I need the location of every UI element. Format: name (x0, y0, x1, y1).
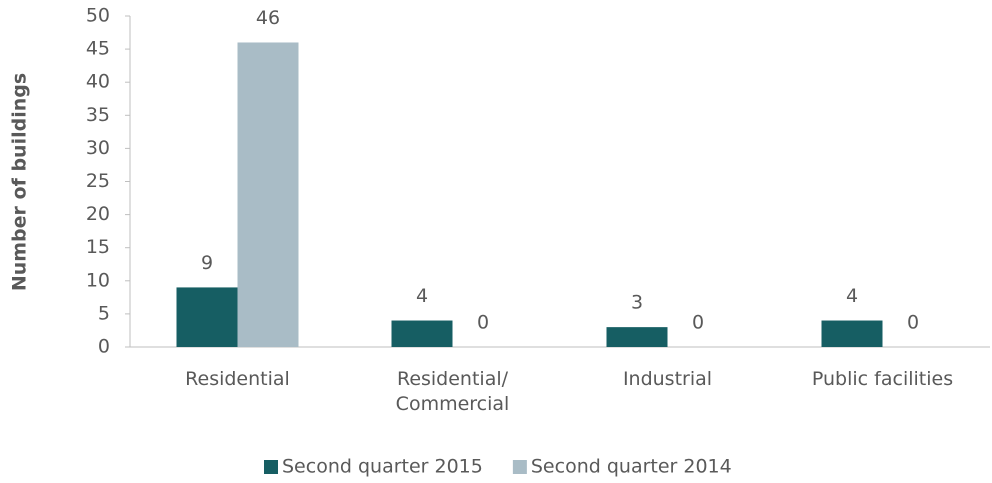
x-tick-label: Residential (185, 368, 290, 390)
y-tick-label: 5 (98, 302, 110, 324)
y-tick-label: 15 (86, 236, 110, 258)
bar (606, 327, 668, 347)
x-tick-label-line: Industrial (623, 368, 712, 390)
x-tick-label-line: Commercial (396, 393, 510, 415)
legend-swatch (264, 460, 278, 474)
data-label: 46 (256, 7, 280, 29)
legend-label: Second quarter 2015 (282, 456, 483, 478)
bar (237, 42, 299, 347)
legend-label: Second quarter 2014 (531, 456, 732, 478)
data-label: 0 (477, 312, 489, 334)
x-tick-label: Industrial (623, 368, 712, 390)
data-label: 0 (907, 312, 919, 334)
data-label: 0 (692, 312, 704, 334)
bar (821, 320, 883, 347)
data-label: 9 (201, 252, 213, 274)
data-label: 4 (416, 285, 428, 307)
y-axis-label: Number of buildings (9, 73, 31, 291)
y-tick-label: 10 (86, 269, 110, 291)
y-tick-label: 45 (86, 38, 110, 60)
y-tick-label: 35 (86, 104, 110, 126)
x-tick-label-line: Residential (185, 368, 290, 390)
y-tick-label: 50 (86, 5, 110, 27)
y-tick-label: 40 (86, 71, 110, 93)
x-tick-label: Residential/Commercial (396, 368, 510, 415)
x-tick-label-line: Public facilities (812, 368, 953, 390)
data-label: 4 (846, 285, 858, 307)
bar (176, 287, 238, 347)
x-tick-label-line: Residential/ (397, 368, 509, 390)
bar (391, 320, 453, 347)
x-tick-label: Public facilities (812, 368, 953, 390)
legend-swatch (512, 460, 527, 474)
y-tick-label: 0 (98, 336, 110, 358)
y-tick-label: 20 (86, 203, 110, 225)
data-label: 3 (631, 292, 643, 314)
y-tick-label: 30 (86, 137, 110, 159)
y-tick-label: 25 (86, 170, 110, 192)
